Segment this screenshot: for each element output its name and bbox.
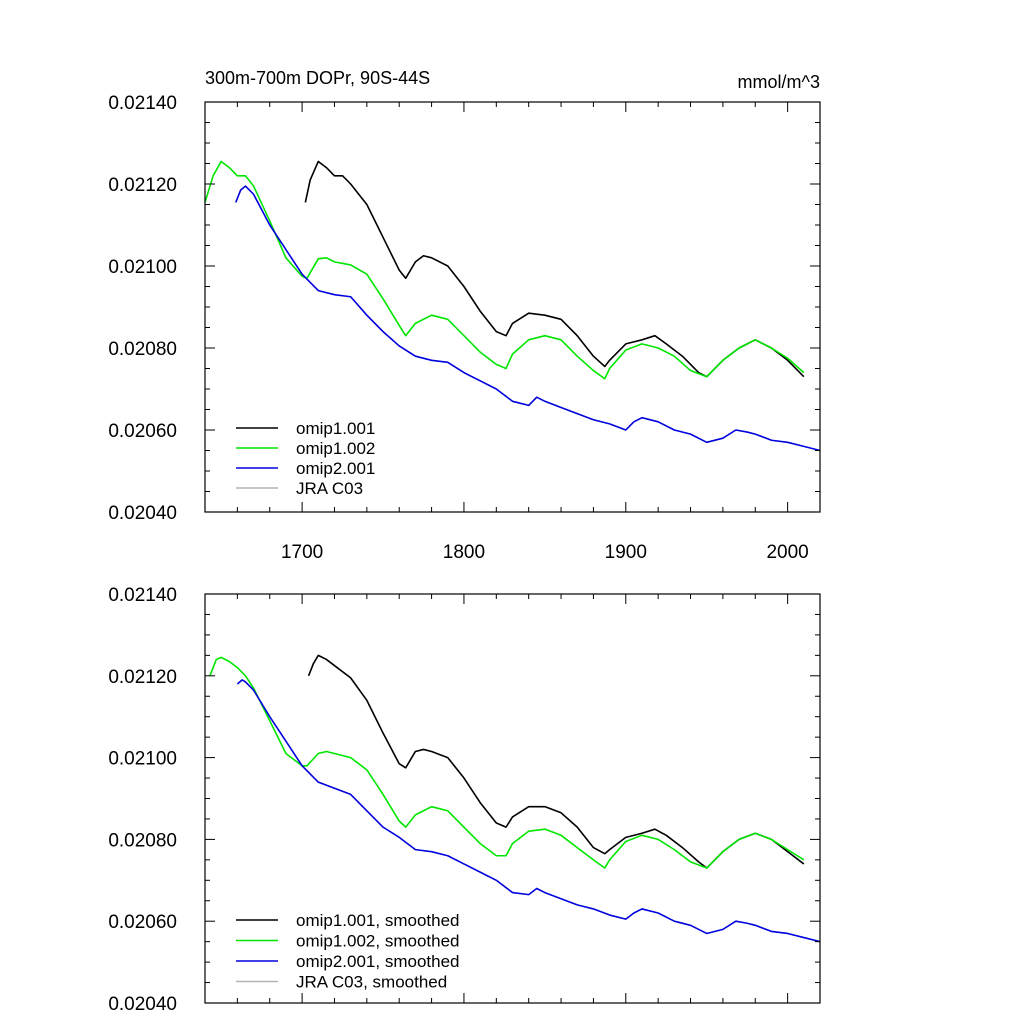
series-line-1-2 [236,679,821,943]
units-label: mmol/m^3 [738,72,820,92]
y-tick-label: 0.02120 [108,667,177,688]
y-tick-label: 0.02040 [108,994,177,1015]
legend-label: omip2.001, smoothed [296,952,460,971]
y-tick-label: 0.02120 [108,175,177,196]
x-tick-label: 1700 [281,542,323,563]
legend-label: JRA C03, smoothed [296,973,447,992]
y-tick-label: 0.02080 [108,339,177,360]
series-line-0-1 [204,160,805,380]
legend-label: omip1.002, smoothed [296,932,460,951]
series-line-1-1 [209,656,805,869]
series-line-1-0 [307,654,805,869]
x-tick-label: 1800 [443,542,485,563]
series-line-0-2 [235,185,821,452]
legend-label: omip1.002 [296,439,375,458]
y-tick-label: 0.02140 [108,93,177,114]
y-tick-label: 0.02040 [108,503,177,524]
legend-label: omip1.001, smoothed [296,911,460,930]
chart-title: 300m-700m DOPr, 90S-44S [205,68,430,88]
y-tick-label: 0.02060 [108,421,177,442]
x-tick-label: 2000 [766,542,808,563]
y-tick-label: 0.02140 [108,585,177,606]
legend-label: JRA C03 [296,479,363,498]
legend-label: omip2.001 [296,459,375,478]
x-tick-label: 1900 [605,542,647,563]
legend-label: omip1.001 [296,419,375,438]
y-tick-label: 0.02100 [108,749,177,770]
bottom-panel: 0.02040 0.02060 0.02080 0.02100 0.02120 0.021… [108,585,821,1015]
y-tick-label: 0.02100 [108,257,177,278]
top-panel: 1700 1800 1900 2000 0.02040 0.02060 0.02080 0.0… [108,68,821,563]
y-tick-label: 0.02060 [108,912,177,933]
y-tick-label: 0.02080 [108,830,177,851]
